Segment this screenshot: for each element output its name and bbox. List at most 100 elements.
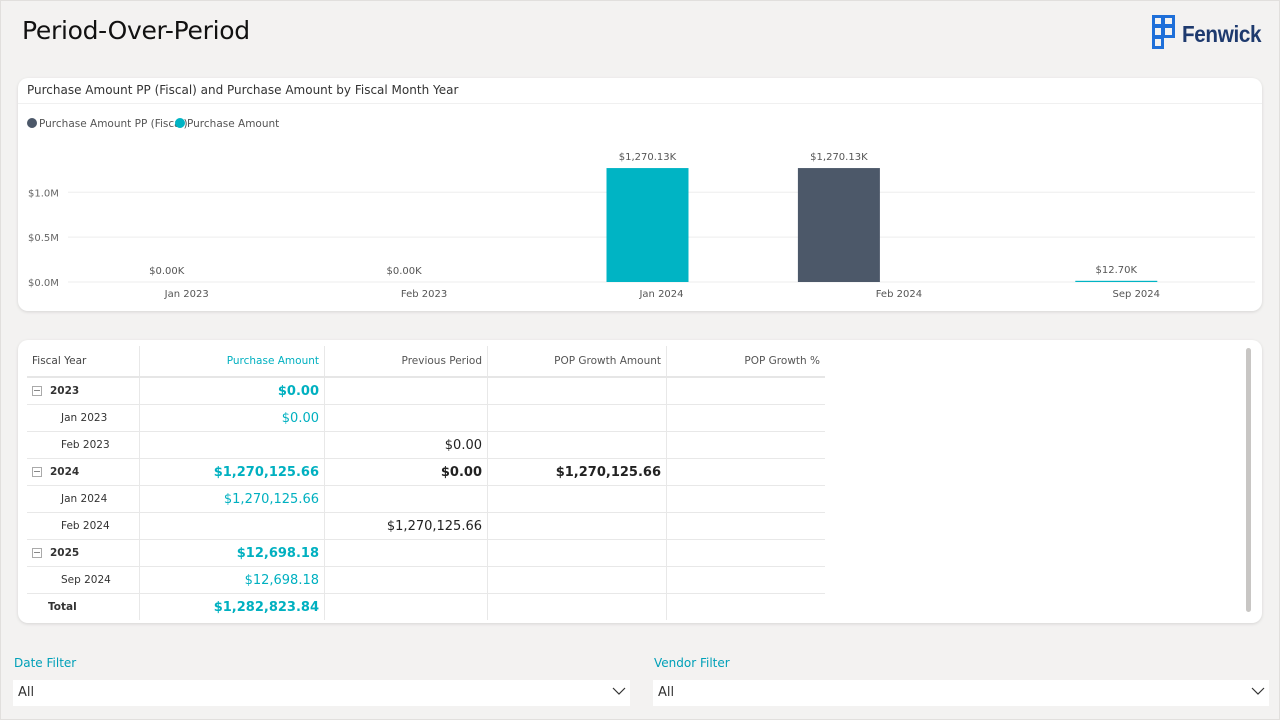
previous-period-cell: $1,270,125.66: [324, 512, 488, 540]
column-header-pop-growth-amount[interactable]: POP Growth Amount: [487, 346, 667, 378]
row-label: Feb 2023: [61, 439, 110, 451]
row-label-cell: 2024: [27, 458, 140, 486]
pop-growth-pct-cell: [666, 485, 825, 513]
pop-growth-amount-cell: [487, 377, 667, 405]
legend-marker: [27, 118, 37, 128]
pop-growth-amount-cell: [487, 566, 667, 594]
bar-purchase-amount: [606, 168, 689, 282]
purchase-amount-cell: [139, 512, 325, 540]
matrix-year-row[interactable]: 2023 $0.00: [27, 377, 825, 405]
row-label-cell: Sep 2024: [27, 566, 140, 594]
matrix-visual[interactable]: Fiscal Year Purchase Amount Previous Per…: [18, 340, 1262, 623]
vertical-scrollbar[interactable]: [1246, 348, 1251, 612]
x-tick-label: Feb 2024: [876, 289, 922, 300]
vendor-filter-dropdown[interactable]: All: [652, 679, 1270, 707]
brand-name: Fenwick: [1182, 21, 1262, 47]
column-header-purchase-amount[interactable]: Purchase Amount: [139, 346, 325, 378]
pop-growth-amount-cell: $1,270,125.66: [487, 458, 667, 486]
chevron-down-icon: [612, 684, 626, 698]
fenwick-logo-icon: [1152, 15, 1176, 54]
bar-chart: Purchase Amount PP (Fiscal) Purchase Amou…: [27, 118, 1255, 300]
previous-period-cell: [324, 539, 488, 567]
pop-growth-amount-cell: [487, 404, 667, 432]
matrix-month-row[interactable]: Jan 2024 $1,270,125.66: [27, 485, 825, 513]
collapse-icon[interactable]: [32, 386, 42, 396]
pop-growth-pct-cell: [666, 458, 825, 486]
matrix-month-row[interactable]: Sep 2024 $12,698.18: [27, 566, 825, 594]
legend-label: Purchase Amount PP (Fiscal): [39, 118, 188, 130]
pop-growth-pct-cell: [666, 566, 825, 594]
row-label: Jan 2023: [61, 412, 108, 424]
vendor-filter-label: Vendor Filter: [654, 656, 730, 670]
x-tick-label: Jan 2023: [164, 289, 209, 300]
row-label-cell: Jan 2023: [27, 404, 140, 432]
matrix-table: Fiscal Year Purchase Amount Previous Per…: [27, 346, 825, 620]
previous-period-cell: [324, 593, 488, 620]
pop-growth-amount-cell: [487, 431, 667, 459]
y-tick-label: $0.5M: [28, 233, 59, 244]
purchase-amount-cell: $1,270,125.66: [139, 485, 325, 513]
collapse-icon[interactable]: [32, 467, 42, 477]
row-label: Total: [48, 601, 77, 613]
data-label: $1,270.13K: [619, 152, 677, 163]
chart-visual[interactable]: Purchase Amount PP (Fiscal) and Purchase…: [18, 78, 1262, 311]
y-tick-label: $0.0M: [28, 278, 59, 289]
chevron-down-icon: [1251, 684, 1265, 698]
date-filter-dropdown[interactable]: All: [12, 679, 631, 707]
x-tick-label: Sep 2024: [1113, 289, 1160, 300]
pop-growth-pct-cell: [666, 404, 825, 432]
data-label: $1,270.13K: [810, 152, 868, 163]
matrix-year-row[interactable]: 2024 $1,270,125.66 $0.00 $1,270,125.66: [27, 458, 825, 486]
pop-growth-pct-cell: [667, 594, 826, 621]
collapse-icon[interactable]: [32, 548, 42, 558]
row-label: 2023: [50, 385, 80, 397]
vendor-filter-value: All: [658, 685, 675, 700]
row-label: Sep 2024: [61, 574, 111, 586]
matrix-month-row[interactable]: Feb 2024 $1,270,125.66: [27, 512, 825, 540]
column-header-pop-growth-pct[interactable]: POP Growth %: [666, 346, 825, 378]
x-tick-label: Jan 2024: [638, 289, 683, 300]
row-label: 2024: [50, 466, 80, 478]
purchase-amount-cell: $12,698.18: [139, 566, 325, 594]
row-label: Jan 2024: [61, 493, 108, 505]
brand-logo: Fenwick: [1152, 15, 1270, 54]
purchase-amount-cell: $12,698.18: [139, 539, 325, 567]
matrix-month-row[interactable]: Jan 2023 $0.00: [27, 404, 825, 432]
page-title: Period-Over-Period: [22, 16, 250, 45]
pop-growth-pct-cell: [666, 431, 825, 459]
date-filter-label: Date Filter: [14, 656, 77, 670]
column-header-fiscal-year[interactable]: Fiscal Year: [27, 346, 140, 378]
previous-period-cell: $0.00: [324, 431, 488, 459]
previous-period-cell: [324, 485, 488, 513]
bar-purchase-amount-pp: [797, 168, 880, 282]
purchase-amount-cell: $1,282,823.84: [139, 593, 325, 620]
y-tick-label: $1.0M: [28, 188, 59, 199]
data-label: $0.00K: [387, 266, 423, 277]
matrix-total-row[interactable]: Total $1,282,823.84: [27, 593, 826, 621]
matrix-year-row[interactable]: 2025 $12,698.18: [27, 539, 825, 567]
pop-growth-pct-cell: [666, 512, 825, 540]
row-label-cell: Jan 2024: [27, 485, 140, 513]
pop-growth-amount-cell: [487, 539, 667, 567]
chart-title: Purchase Amount PP (Fiscal) and Purchase…: [27, 83, 459, 97]
row-label-cell: Feb 2023: [27, 431, 140, 459]
matrix-month-row[interactable]: Feb 2023 $0.00: [27, 431, 825, 459]
purchase-amount-cell: [139, 431, 325, 459]
pop-growth-amount-cell: [487, 593, 667, 620]
pop-growth-pct-cell: [666, 377, 825, 405]
row-label-cell: 2023: [27, 377, 140, 405]
legend-marker: [175, 118, 185, 128]
matrix-header-row: Fiscal Year Purchase Amount Previous Per…: [27, 346, 825, 378]
column-header-previous-period[interactable]: Previous Period: [324, 346, 488, 378]
purchase-amount-cell: $1,270,125.66: [139, 458, 325, 486]
bar-purchase-amount: [1075, 280, 1158, 282]
chart-title-divider: [18, 103, 1262, 104]
row-label-cell: Feb 2024: [27, 512, 140, 540]
previous-period-cell: [324, 404, 488, 432]
purchase-amount-cell: $0.00: [139, 404, 325, 432]
data-label: $0.00K: [149, 266, 185, 277]
row-label-cell: 2025: [27, 539, 140, 567]
legend-label: Purchase Amount: [187, 118, 279, 130]
x-tick-label: Feb 2023: [401, 289, 447, 300]
row-label-cell: Total: [27, 593, 140, 620]
